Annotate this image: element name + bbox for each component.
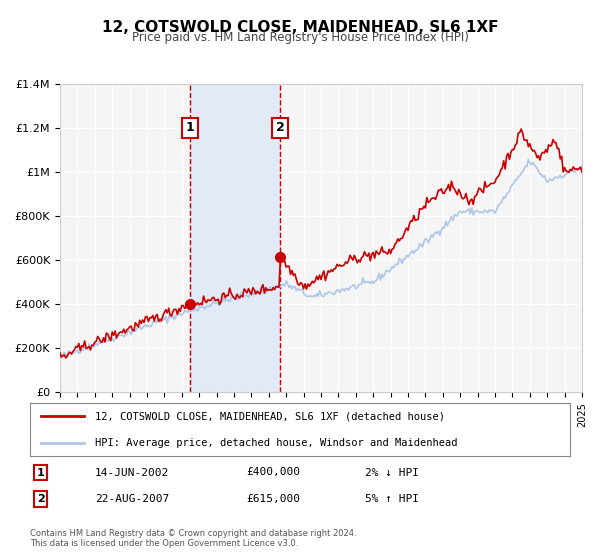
Text: 12, COTSWOLD CLOSE, MAIDENHEAD, SL6 1XF (detached house): 12, COTSWOLD CLOSE, MAIDENHEAD, SL6 1XF …: [95, 412, 445, 422]
Text: Contains HM Land Registry data © Crown copyright and database right 2024.: Contains HM Land Registry data © Crown c…: [30, 529, 356, 538]
Text: £615,000: £615,000: [246, 494, 300, 504]
Bar: [190, 84, 280, 392]
Text: HPI: Average price, detached house, Windsor and Maidenhead: HPI: Average price, detached house, Wind…: [95, 438, 457, 448]
Text: 14-JUN-2002: 14-JUN-2002: [95, 468, 169, 478]
Text: 2% ↓ HPI: 2% ↓ HPI: [365, 468, 419, 478]
Text: 2: 2: [37, 494, 44, 504]
Text: Price paid vs. HM Land Registry's House Price Index (HPI): Price paid vs. HM Land Registry's House …: [131, 31, 469, 44]
Text: £400,000: £400,000: [246, 468, 300, 478]
Text: This data is licensed under the Open Government Licence v3.0.: This data is licensed under the Open Gov…: [30, 539, 298, 548]
Text: 2: 2: [275, 122, 284, 134]
Text: 22-AUG-2007: 22-AUG-2007: [95, 494, 169, 504]
Text: 12, COTSWOLD CLOSE, MAIDENHEAD, SL6 1XF: 12, COTSWOLD CLOSE, MAIDENHEAD, SL6 1XF: [102, 20, 498, 35]
Text: 1: 1: [37, 468, 44, 478]
Text: 5% ↑ HPI: 5% ↑ HPI: [365, 494, 419, 504]
Text: 1: 1: [185, 122, 194, 134]
